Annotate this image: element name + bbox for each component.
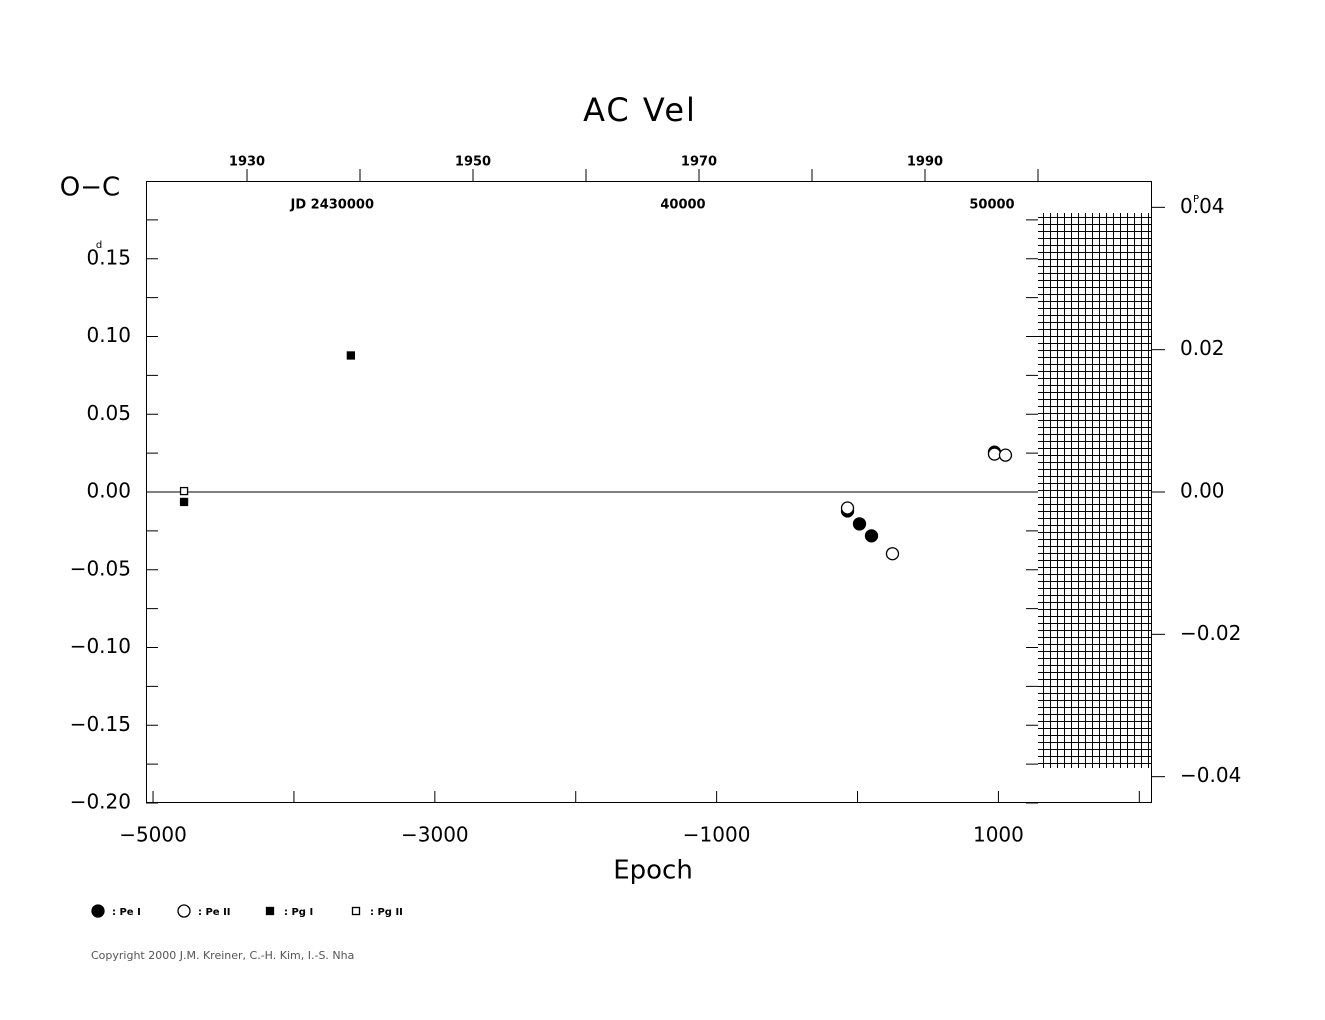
legend-label: : Pg I [284, 907, 313, 918]
legend-marker [265, 906, 275, 916]
y2-tick-label: 0.04 [1180, 194, 1225, 218]
legend-marker [177, 904, 191, 918]
x-tick-label: 1000 [973, 823, 1024, 847]
y-axis-label: O−C [60, 173, 120, 203]
marker [852, 517, 867, 531]
y-tick-label: 0.15 [86, 245, 131, 269]
legend-marker [91, 904, 105, 918]
marker [179, 497, 189, 507]
legend-label: : Pe II [198, 907, 231, 918]
x-tick-label: −3000 [401, 823, 469, 847]
x2-tick-label: 1970 [681, 155, 717, 170]
x-tick-label: −1000 [683, 823, 751, 847]
x3-tick-label: JD 2430000 [290, 198, 374, 213]
x3-tick-label: 50000 [969, 198, 1014, 213]
x3-tick-label: 40000 [660, 198, 705, 213]
x2-tick-label: 1950 [455, 155, 491, 170]
x-tick-label: −5000 [119, 823, 187, 847]
y2-unit: P [1193, 194, 1199, 205]
y2-tick-label: −0.02 [1180, 621, 1241, 645]
legend-label: : Pe I [112, 907, 141, 918]
x-axis-label: Epoch [613, 856, 693, 886]
chart-title: AC Vel [583, 91, 697, 129]
x2-tick-label: 1990 [907, 155, 943, 170]
y2-tick-label: 0.00 [1180, 479, 1225, 503]
y-tick-label: 0.00 [86, 479, 131, 503]
y-tick-label: −0.10 [70, 634, 131, 658]
y-tick-label: −0.20 [70, 790, 131, 814]
y-tick-label: −0.15 [70, 712, 131, 736]
marker [840, 501, 855, 515]
marker [179, 486, 189, 496]
marker [864, 529, 879, 543]
y-tick-label: 0.10 [86, 323, 131, 347]
future-region [1038, 213, 1152, 768]
marker [998, 448, 1013, 462]
marker [987, 447, 1002, 461]
legend-label: : Pg II [370, 907, 403, 918]
marker [885, 547, 900, 561]
copyright: Copyright 2000 J.M. Kreiner, C.-H. Kim, … [91, 949, 354, 962]
y2-tick-label: −0.04 [1180, 763, 1241, 787]
marker [346, 351, 356, 360]
y-tick-label: −0.05 [70, 556, 131, 580]
y2-tick-label: 0.02 [1180, 336, 1225, 360]
x2-tick-label: 1930 [229, 155, 265, 170]
y-tick-label: 0.05 [86, 401, 131, 425]
y-unit: d [96, 240, 102, 251]
legend-marker [351, 906, 361, 916]
